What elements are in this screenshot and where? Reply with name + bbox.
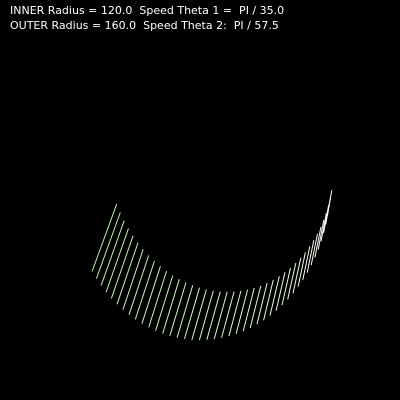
- spiro-line: [269, 276, 280, 316]
- spiro-line: [302, 246, 311, 281]
- spiro-line: [310, 233, 318, 266]
- spiro-line: [306, 240, 315, 273]
- spiro-line: [326, 190, 333, 216]
- spiro-line: [213, 291, 228, 340]
- spiro-line: [235, 289, 249, 335]
- spiro-line: [275, 272, 286, 311]
- spiro-line: [206, 291, 221, 340]
- spiro-line: [176, 285, 194, 338]
- spiro-line: [198, 290, 214, 341]
- spiro-line: [228, 290, 242, 337]
- spiro-line: [263, 279, 274, 321]
- spiro-line: [292, 257, 302, 294]
- spiro-line: [141, 266, 161, 324]
- spiro-line: [242, 287, 255, 332]
- spiro-line: [134, 260, 155, 320]
- spiro-line: [184, 287, 200, 340]
- outer-radius-readout: OUTER Radius = 160.0 Speed Theta 2: PI /…: [10, 19, 279, 32]
- spiro-line: [122, 249, 144, 310]
- spiro-line: [314, 226, 322, 258]
- spiro-line: [148, 270, 167, 328]
- spiro-line: [297, 252, 306, 287]
- spiro-line: [221, 291, 235, 338]
- spiro-line: [155, 275, 174, 331]
- spiro-line: [191, 289, 207, 340]
- spiro-line: [116, 242, 139, 305]
- spiro-line: [320, 212, 327, 242]
- spiro-line: [105, 228, 129, 293]
- spiro-line: [317, 219, 325, 250]
- spiro-line: [281, 267, 291, 306]
- spiro-line: [162, 279, 180, 334]
- inner-radius-readout: INNER Radius = 120.0 Speed Theta 1 = PI …: [10, 4, 285, 17]
- spiro-line: [287, 262, 297, 300]
- spiro-line: [110, 235, 134, 299]
- spiro-line: [91, 203, 118, 272]
- spiro-line: [128, 255, 150, 315]
- spiro-line: [256, 282, 268, 325]
- spiro-line: [100, 220, 125, 286]
- spiro-line: [95, 212, 121, 279]
- spiro-line: [169, 282, 187, 336]
- spiro-line: [249, 285, 262, 329]
